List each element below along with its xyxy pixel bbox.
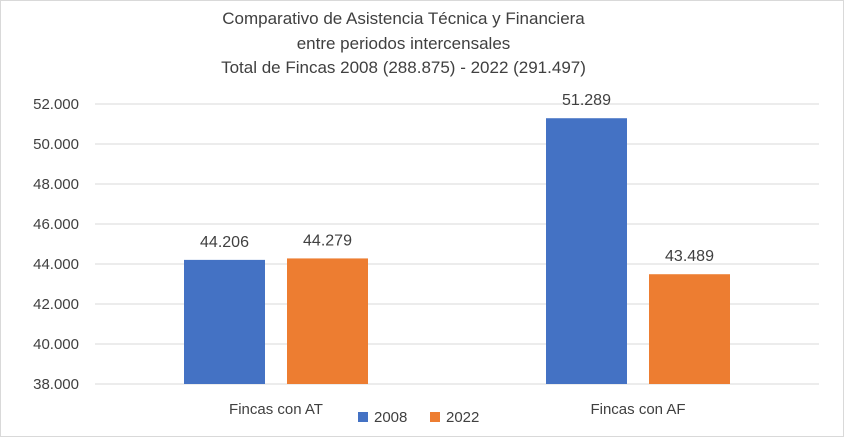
y-tick-label: 52.000 — [33, 96, 79, 113]
bar-2022-1 — [287, 258, 368, 384]
data-label: 44.279 — [303, 232, 352, 249]
bar-2008-2 — [546, 118, 627, 384]
y-tick-label: 42.000 — [33, 296, 79, 313]
legend-label-2022: 2022 — [446, 409, 479, 426]
data-label: 43.489 — [665, 248, 714, 265]
data-label: 51.289 — [562, 92, 611, 109]
chart-title-line-1: Comparativo de Asistencia Técnica y Fina… — [222, 9, 585, 28]
y-tick-label: 40.000 — [33, 336, 79, 353]
chart-title-line-3: Total de Fincas 2008 (288.875) - 2022 (2… — [221, 58, 586, 77]
y-tick-label: 38.000 — [33, 376, 79, 393]
chart-title-line-2: entre periodos intercensales — [296, 34, 511, 53]
category-label: Fincas con AF — [590, 401, 685, 418]
category-label: Fincas con AT — [229, 401, 323, 418]
y-tick-label: 50.000 — [33, 136, 79, 153]
bar-2022-2 — [649, 274, 730, 384]
legend-label-2008: 2008 — [374, 409, 407, 426]
legend-swatch-2008 — [358, 412, 368, 422]
y-tick-label: 46.000 — [33, 216, 79, 233]
y-tick-label: 48.000 — [33, 176, 79, 193]
legend-swatch-2022 — [430, 412, 440, 422]
bar-2008-1 — [184, 259, 265, 384]
y-tick-label: 44.000 — [33, 256, 79, 273]
data-label: 44.206 — [200, 234, 249, 251]
